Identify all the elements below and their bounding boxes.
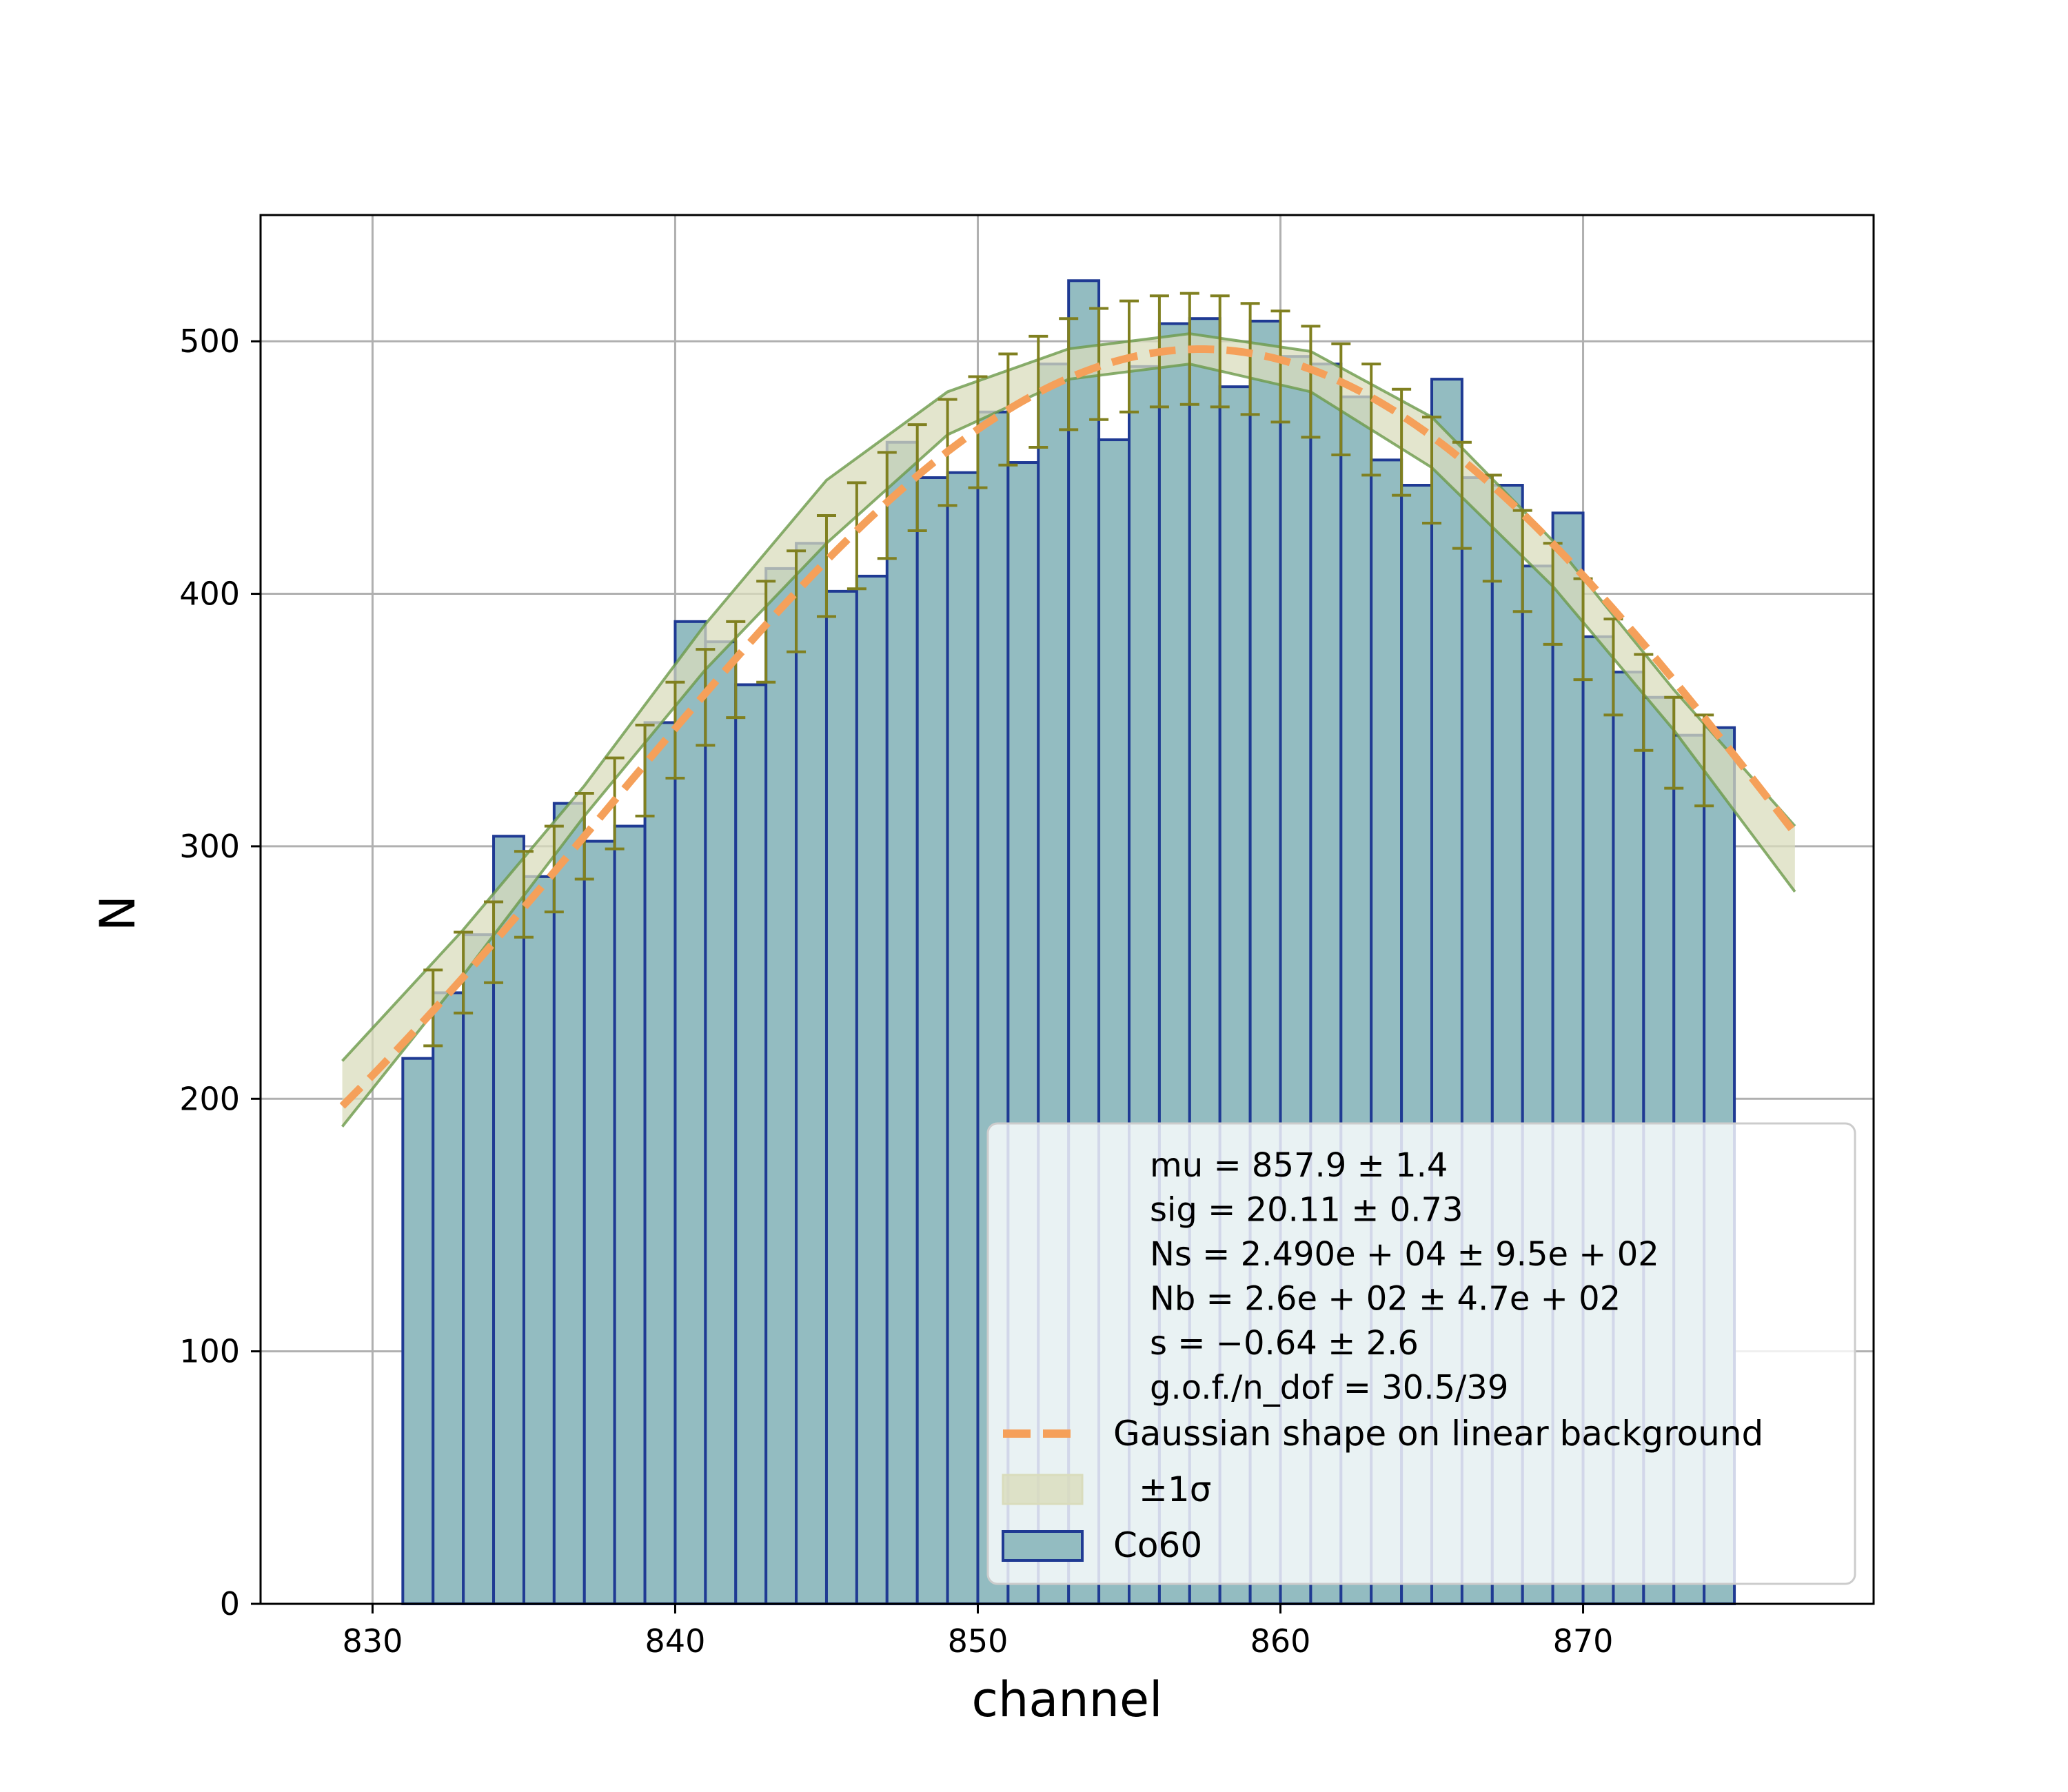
histogram-bar	[795, 542, 828, 1605]
error-bars	[423, 292, 1714, 1048]
error-bar	[756, 580, 776, 684]
x-tick-label: 860	[1250, 1622, 1311, 1660]
histogram-bar	[946, 471, 980, 1605]
fit-curve-line	[339, 345, 1798, 1109]
error-bar	[484, 900, 504, 984]
error-bar	[1240, 302, 1260, 416]
legend-fit-label: Gaussian shape on linear background	[1113, 1414, 1763, 1454]
legend-band-swatch	[1002, 1474, 1084, 1505]
histogram-bar	[552, 802, 586, 1605]
x-tick-label: 870	[1553, 1622, 1614, 1660]
histogram-bar	[824, 589, 858, 1605]
histogram-bar	[915, 476, 949, 1605]
histogram-bar	[432, 991, 465, 1605]
histogram-bar	[401, 1057, 435, 1605]
y-tick-label: 200	[179, 1080, 240, 1117]
x-tick-label: 830	[343, 1622, 403, 1660]
fit-result-line: Ns = 2.490e + 04 ± 9.5e + 02	[1150, 1235, 1659, 1274]
error-bar	[787, 549, 807, 653]
error-bar	[1028, 334, 1048, 449]
error-bar	[1210, 294, 1230, 409]
histogram-bar	[764, 567, 798, 1606]
histogram-bar	[613, 824, 647, 1605]
legend-hist-label: Co60	[1113, 1525, 1202, 1565]
fit-result-line: s = −0.64 ± 2.6	[1150, 1324, 1419, 1363]
plot-frame	[259, 214, 1875, 1605]
error-bar	[1361, 363, 1381, 477]
histogram-bar	[462, 933, 496, 1605]
histogram-bar	[673, 620, 707, 1605]
error-bar	[1422, 416, 1442, 525]
histogram-bar	[643, 721, 677, 1605]
sigma-band-fill	[342, 334, 1795, 1127]
legend-box	[986, 1122, 1856, 1585]
fit-result-line: g.o.f./n_dof = 30.5/39	[1150, 1369, 1508, 1407]
fit-result-line: mu = 857.9 ± 1.4	[1150, 1146, 1448, 1185]
error-bar	[1392, 387, 1412, 497]
y-tick-label: 100	[179, 1333, 240, 1370]
legend-hist-swatch	[1002, 1530, 1084, 1562]
x-axis-ticks: 830 840 850 860 870	[343, 1604, 1614, 1660]
histogram-bar	[734, 683, 768, 1605]
y-axis-ticks: 0 100 200 300 400 500	[179, 323, 261, 1622]
error-bar	[726, 620, 746, 720]
legend: mu = 857.9 ± 1.4 sig = 20.11 ± 0.73 Ns = 2…	[986, 1122, 1856, 1585]
error-bar	[1270, 309, 1290, 424]
x-axis-label: channel	[972, 1671, 1163, 1728]
error-bar	[1452, 440, 1472, 550]
error-bar	[1331, 342, 1351, 457]
fit-curve	[339, 345, 1798, 1109]
error-bar	[1634, 653, 1654, 752]
histogram-bar	[522, 875, 556, 1605]
fit-results: mu = 857.9 ± 1.4 sig = 20.11 ± 0.73 Ns = 2…	[1150, 1146, 1659, 1407]
y-tick-label: 500	[179, 323, 240, 360]
y-tick-label: 0	[220, 1585, 240, 1622]
y-tick-label: 400	[179, 576, 240, 613]
error-bar	[1694, 713, 1714, 808]
y-tick-label: 300	[179, 828, 240, 865]
histogram-bar	[582, 839, 616, 1605]
error-bar	[1301, 325, 1321, 439]
x-tick-label: 850	[948, 1622, 1008, 1660]
error-bar	[847, 481, 866, 591]
histogram-bar	[885, 440, 919, 1605]
histogram-bar	[855, 574, 889, 1605]
error-bar	[1512, 509, 1532, 613]
x-tick-label: 840	[645, 1622, 706, 1660]
legend-band-label: ±1σ	[1139, 1469, 1211, 1509]
fit-result-line: Nb = 2.6e + 02 ± 4.7e + 02	[1150, 1280, 1621, 1318]
error-bar	[816, 513, 836, 618]
error-bar	[1059, 317, 1079, 431]
histogram-bar	[492, 835, 525, 1605]
error-bar	[514, 850, 534, 939]
error-bar	[1664, 695, 1684, 790]
error-bar	[635, 724, 655, 817]
fit-result-line: sig = 20.11 ± 0.73	[1150, 1191, 1463, 1230]
y-axis-label: N	[90, 895, 146, 931]
histogram-bar	[704, 640, 738, 1605]
plot-area	[259, 214, 1875, 1606]
